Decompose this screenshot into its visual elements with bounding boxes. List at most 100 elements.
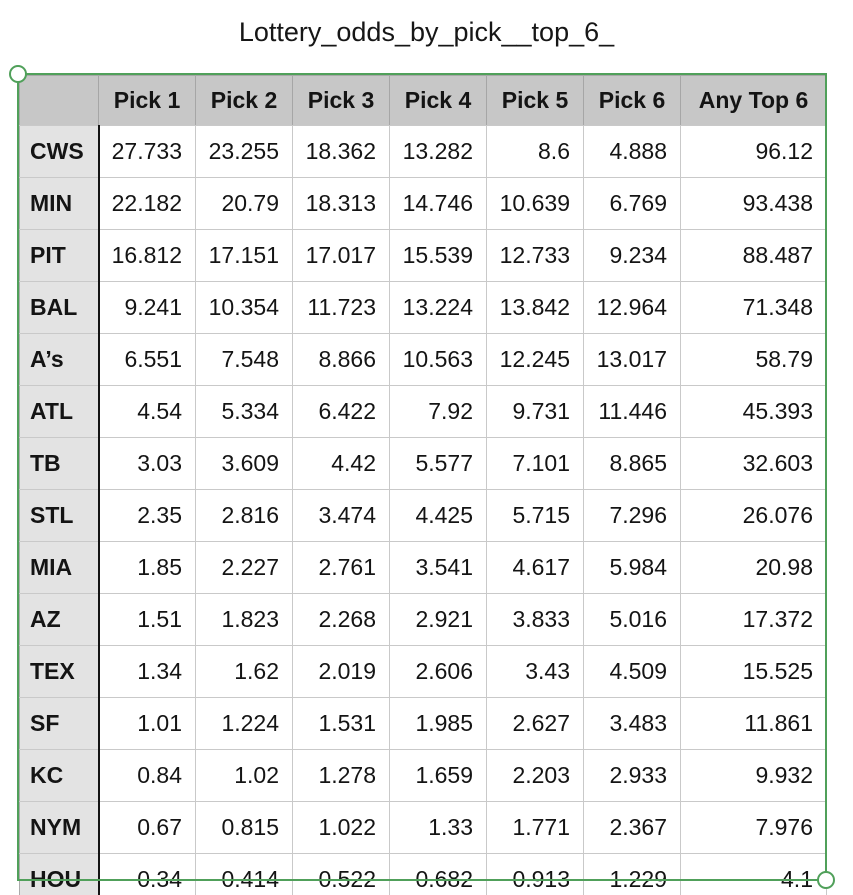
data-cell: 1.224 — [195, 697, 293, 750]
data-cell: 11.446 — [583, 385, 681, 438]
data-cell: 3.483 — [583, 697, 681, 750]
row-header: STL — [19, 489, 100, 542]
row-header: TB — [19, 437, 100, 490]
data-cell: 3.541 — [389, 541, 487, 594]
data-cell: 32.603 — [680, 437, 827, 490]
row-header: SF — [19, 697, 100, 750]
data-cell: 93.438 — [680, 177, 827, 230]
table-row: NYM 0.67 0.815 1.022 1.33 1.771 2.367 7.976 — [19, 801, 827, 854]
odds-table: Pick 1 Pick 2 Pick 3 Pick 4 Pick 5 Pick 6 Any … — [19, 75, 827, 895]
table-row: STL 2.35 2.816 3.474 4.425 5.715 7.296 26.076 — [19, 489, 827, 542]
data-cell: 2.203 — [486, 749, 584, 802]
data-cell: 4.888 — [583, 125, 681, 178]
data-cell: 1.659 — [389, 749, 487, 802]
column-header: Pick 1 — [98, 75, 196, 126]
data-cell: 18.362 — [292, 125, 390, 178]
data-cell: 2.35 — [98, 489, 196, 542]
data-cell: 7.296 — [583, 489, 681, 542]
column-header: Pick 3 — [292, 75, 390, 126]
data-cell: 2.367 — [583, 801, 681, 854]
data-cell: 7.548 — [195, 333, 293, 386]
data-cell: 8.6 — [486, 125, 584, 178]
data-cell: 1.33 — [389, 801, 487, 854]
data-cell: 12.245 — [486, 333, 584, 386]
row-header: CWS — [19, 125, 100, 178]
data-cell: 5.016 — [583, 593, 681, 646]
data-cell: 1.022 — [292, 801, 390, 854]
data-cell: 0.84 — [98, 749, 196, 802]
corner-cell — [19, 75, 99, 126]
data-cell: 4.425 — [389, 489, 487, 542]
data-cell: 9.234 — [583, 229, 681, 282]
row-header: MIN — [19, 177, 100, 230]
column-header: Pick 2 — [195, 75, 293, 126]
table-row: TB 3.03 3.609 4.42 5.577 7.101 8.865 32.603 — [19, 437, 827, 490]
table-row: BAL 9.241 10.354 11.723 13.224 13.842 12.964 71… — [19, 281, 827, 334]
data-cell: 5.577 — [389, 437, 487, 490]
data-cell: 1.34 — [98, 645, 196, 698]
table-row: MIN 22.182 20.79 18.313 14.746 10.639 6.769 93.… — [19, 177, 827, 230]
data-cell: 4.509 — [583, 645, 681, 698]
data-cell: 1.531 — [292, 697, 390, 750]
data-cell: 2.761 — [292, 541, 390, 594]
row-header: NYM — [19, 801, 100, 854]
table-row: ATL 4.54 5.334 6.422 7.92 9.731 11.446 45.393 — [19, 385, 827, 438]
resize-handle-bottom-right[interactable] — [817, 871, 835, 889]
data-cell: 11.861 — [680, 697, 827, 750]
data-cell: 20.98 — [680, 541, 827, 594]
data-cell: 4.1 — [680, 853, 827, 895]
data-cell: 7.92 — [389, 385, 487, 438]
data-cell: 2.933 — [583, 749, 681, 802]
data-cell: 17.372 — [680, 593, 827, 646]
row-header: AZ — [19, 593, 100, 646]
data-cell: 0.67 — [98, 801, 196, 854]
header-row: Pick 1 Pick 2 Pick 3 Pick 4 Pick 5 Pick 6 Any … — [19, 75, 827, 126]
table-row: CWS 27.733 23.255 18.362 13.282 8.6 4.888 96.12 — [19, 125, 827, 178]
column-header: Any Top 6 — [680, 75, 827, 126]
data-cell: 0.913 — [486, 853, 584, 895]
data-cell: 13.282 — [389, 125, 487, 178]
data-cell: 0.815 — [195, 801, 293, 854]
column-header: Pick 5 — [486, 75, 584, 126]
data-cell: 4.54 — [98, 385, 196, 438]
data-cell: 6.422 — [292, 385, 390, 438]
data-cell: 2.268 — [292, 593, 390, 646]
row-header: HOU — [19, 853, 100, 895]
data-cell: 5.984 — [583, 541, 681, 594]
data-cell: 5.334 — [195, 385, 293, 438]
data-cell: 2.019 — [292, 645, 390, 698]
table-body: CWS 27.733 23.255 18.362 13.282 8.6 4.888 96.12… — [19, 125, 827, 895]
data-cell: 6.769 — [583, 177, 681, 230]
data-cell: 11.723 — [292, 281, 390, 334]
resize-handle-top-left[interactable] — [9, 65, 27, 83]
table-row: SF 1.01 1.224 1.531 1.985 2.627 3.483 11.861 — [19, 697, 827, 750]
data-cell: 2.227 — [195, 541, 293, 594]
data-cell: 2.921 — [389, 593, 487, 646]
data-cell: 12.964 — [583, 281, 681, 334]
data-cell: 9.932 — [680, 749, 827, 802]
data-cell: 1.278 — [292, 749, 390, 802]
data-cell: 20.79 — [195, 177, 293, 230]
data-cell: 10.639 — [486, 177, 584, 230]
data-cell: 0.34 — [98, 853, 196, 895]
data-cell: 13.842 — [486, 281, 584, 334]
table-row: KC 0.84 1.02 1.278 1.659 2.203 2.933 9.932 — [19, 749, 827, 802]
data-cell: 14.746 — [389, 177, 487, 230]
data-cell: 6.551 — [98, 333, 196, 386]
data-cell: 1.85 — [98, 541, 196, 594]
data-cell: 8.866 — [292, 333, 390, 386]
data-cell: 1.985 — [389, 697, 487, 750]
figure-title: Lottery_odds_by_pick__top_6_ — [238, 17, 615, 47]
data-cell: 1.01 — [98, 697, 196, 750]
selection-frame[interactable] — [9, 65, 835, 889]
column-header: Pick 6 — [583, 75, 681, 126]
data-cell: 1.229 — [583, 853, 681, 895]
data-cell: 7.976 — [680, 801, 827, 854]
table-row: PIT 16.812 17.151 17.017 15.539 12.733 9.234 88… — [19, 229, 827, 282]
data-cell: 15.525 — [680, 645, 827, 698]
row-header: PIT — [19, 229, 100, 282]
data-cell: 13.017 — [583, 333, 681, 386]
data-cell: 8.865 — [583, 437, 681, 490]
data-cell: 7.101 — [486, 437, 584, 490]
